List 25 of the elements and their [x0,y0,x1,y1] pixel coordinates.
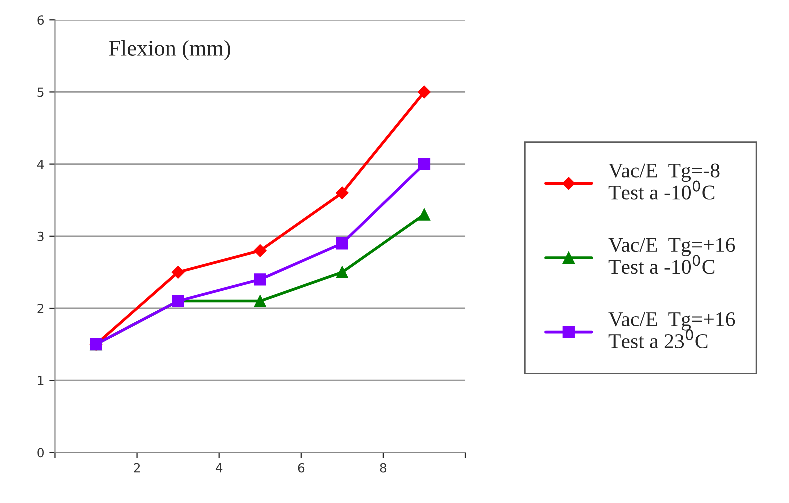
y-tick-label: 1 [38,376,44,386]
x-tick-label: 4 [216,464,223,473]
point [254,274,266,286]
point [418,158,431,170]
x-tick-label: 8 [380,463,387,473]
point [336,238,348,250]
point [336,186,349,200]
x-tick-label: 6 [298,463,305,473]
point [254,295,266,308]
y-tick-label: 6 [38,16,44,26]
point [418,208,431,221]
y-tick-label: 5 [38,88,44,98]
y-tick-label: 0 [38,448,44,458]
legend-label: Vac/E Tg=-8 Test a -10$^{0}$C [608,164,720,200]
text: Flexion (mm) [109,40,230,60]
y-tick-label: 4 [37,160,44,170]
legend-label: Vac/E Tg=+16 Test a 23$^{0}$C [608,312,736,348]
point [418,86,431,99]
point [254,244,267,258]
x-tick-label: 2 [134,463,140,473]
point [336,266,348,279]
point [172,266,185,279]
y-tick-label: 3 [38,232,44,242]
legend-label: Vac/E Tg=+16 Test a -10$^{0}$C [608,238,736,274]
y-tick-label: 2 [38,304,44,314]
